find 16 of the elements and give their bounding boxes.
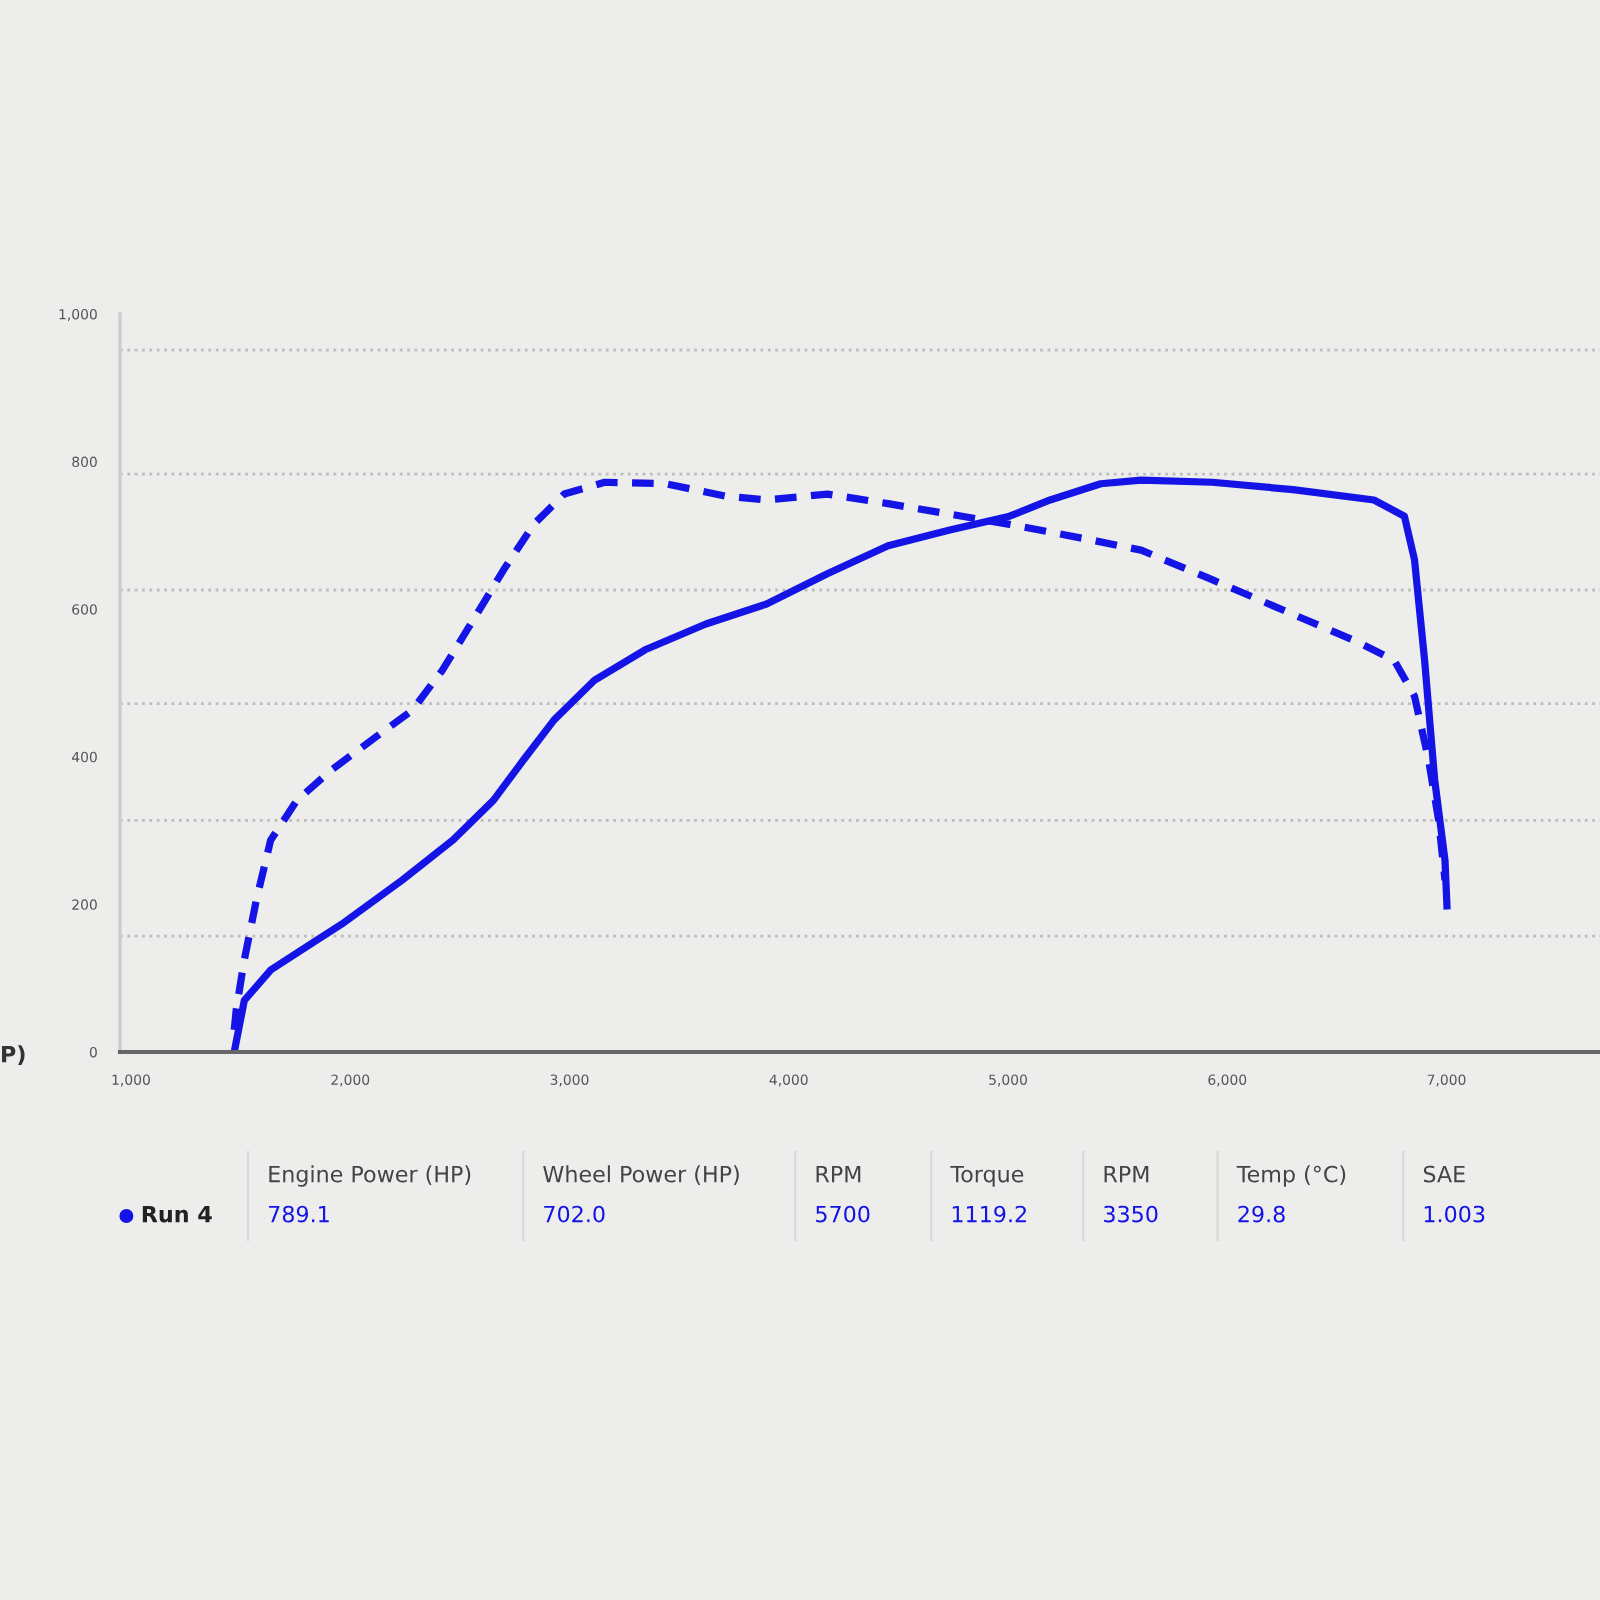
text: 1.003 <box>1424 1205 1485 1223</box>
text: Run 4 <box>142 1205 212 1223</box>
text: 5700 <box>816 1205 870 1223</box>
text: 29.8 <box>1238 1205 1285 1223</box>
text: RPM <box>1104 1165 1149 1183</box>
text: 789.1 <box>269 1205 329 1223</box>
text: Wheel Power (HP) <box>543 1165 739 1186</box>
text: SAE <box>1423 1165 1465 1183</box>
text: Engine Power (HP) <box>269 1165 471 1187</box>
text: RPM <box>816 1165 861 1183</box>
y-axis-title: P) <box>2 1045 25 1066</box>
text: 1119.2 <box>952 1205 1026 1223</box>
text: 702.0 <box>544 1205 605 1223</box>
text: 3350 <box>1104 1205 1158 1223</box>
text: Temp (°C) <box>1236 1165 1346 1187</box>
text: Torque <box>950 1165 1024 1187</box>
